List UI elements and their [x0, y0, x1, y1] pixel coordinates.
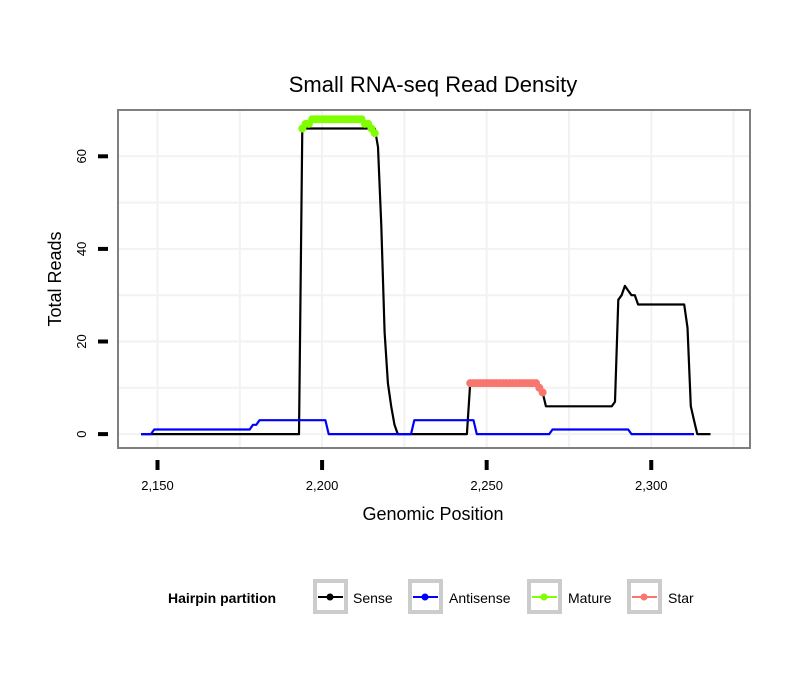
series-layer	[141, 115, 711, 436]
legend-item-sense: Sense	[313, 579, 393, 614]
chart-title: Small RNA-seq Read Density	[289, 72, 578, 97]
legend: Hairpin partition Sense Antisense Mature…	[168, 579, 694, 614]
x-tick-label: 2,250	[470, 478, 503, 493]
y-tick-label: 20	[74, 334, 89, 348]
x-tick-label: 2,150	[141, 478, 174, 493]
legend-dot-sense	[326, 593, 334, 601]
series-line-sense	[141, 127, 711, 436]
plot-panel	[117, 109, 751, 449]
legend-dot-mature	[540, 593, 548, 601]
legend-item-mature: Mature	[527, 579, 612, 614]
x-tick-label: 2,300	[635, 478, 668, 493]
legend-dot-star	[640, 593, 648, 601]
x-axis: 2,150 2,200 2,250 2,300	[141, 460, 668, 493]
y-tick-label: 0	[74, 430, 89, 437]
legend-item-star: Star	[627, 579, 694, 614]
y-axis: 0 20 40 60	[74, 149, 108, 438]
y-tick-label: 40	[74, 242, 89, 256]
series-point-star	[538, 388, 547, 397]
x-tick-label: 2,200	[306, 478, 339, 493]
legend-label-star: Star	[668, 590, 694, 606]
legend-item-antisense: Antisense	[408, 579, 511, 614]
grid-layer	[119, 111, 749, 447]
panel-background	[117, 109, 751, 449]
legend-label-mature: Mature	[568, 590, 612, 606]
legend-label-antisense: Antisense	[449, 590, 511, 606]
legend-dot-antisense	[421, 593, 429, 601]
x-axis-label: Genomic Position	[362, 504, 503, 524]
series-point-mature	[370, 129, 379, 138]
legend-title: Hairpin partition	[168, 590, 276, 606]
y-axis-label: Total Reads	[45, 231, 65, 326]
legend-label-sense: Sense	[353, 590, 393, 606]
y-tick-label: 60	[74, 149, 89, 163]
series-line-antisense	[141, 419, 694, 436]
